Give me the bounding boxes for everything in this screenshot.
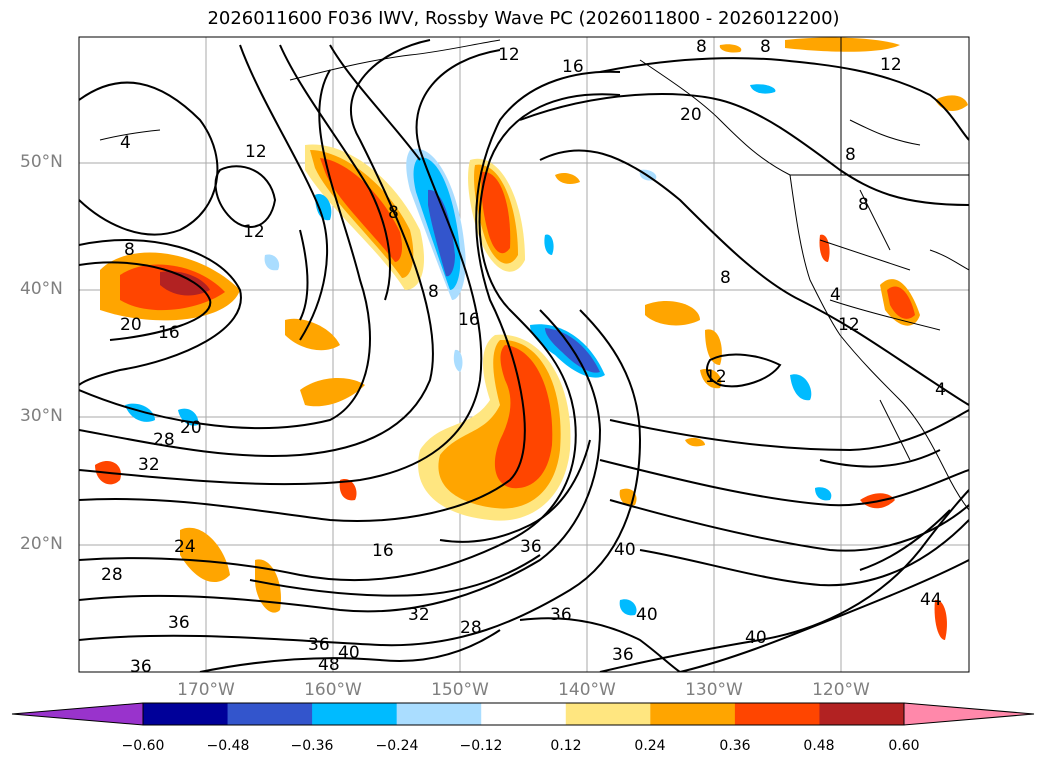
contour-label: 36 (520, 537, 542, 557)
contour-label: 4 (935, 380, 946, 400)
contour-label: 8 (760, 37, 771, 57)
contour-label: 36 (550, 605, 572, 625)
colorbar-tick-label: 0.60 (888, 738, 920, 754)
contour-label: 16 (372, 541, 394, 561)
lon-label: 120°W (812, 680, 870, 700)
contour-label: 12 (880, 55, 902, 75)
colorbar-tick-label: −0.36 (290, 738, 334, 754)
contour-label: 4 (120, 133, 131, 153)
contour-label: 8 (845, 145, 856, 165)
contour-label: 20 (680, 105, 702, 125)
colorbar-segment (143, 703, 229, 725)
contour-label: 40 (636, 605, 658, 625)
contour-label: 20 (180, 418, 202, 438)
contour-label: 40 (614, 540, 636, 560)
contour-label: 32 (408, 605, 430, 625)
colorbar-segment (650, 703, 736, 725)
contour-label: 4 (830, 285, 841, 305)
contour-label: 12 (838, 315, 860, 335)
contour-label: 12 (498, 45, 520, 65)
contour-label: 12 (243, 222, 265, 242)
colorbar-tick-label: 0.48 (803, 738, 835, 754)
colorbar-tick-label: 0.24 (634, 738, 666, 754)
contour-label: 8 (858, 195, 869, 215)
contour-label: 36 (308, 635, 330, 655)
contour-label: 44 (920, 590, 942, 610)
contour-label: 16 (458, 310, 480, 330)
map-title: 2026011600 F036 IWV, Rossby Wave PC (202… (207, 8, 840, 29)
contour-label: 24 (174, 537, 196, 557)
colorbar (11, 702, 1035, 726)
lat-label: 20°N (20, 534, 63, 554)
contour-label: 8 (696, 37, 707, 57)
lon-label: 130°W (685, 680, 743, 700)
contour-label: 36 (612, 645, 634, 665)
colorbar-segments (143, 703, 905, 725)
contour-label: 36 (168, 613, 190, 633)
colorbar-tick-label: −0.24 (375, 738, 419, 754)
colorbar-segment (481, 703, 567, 725)
colorbar-segment (819, 703, 905, 725)
colorbar-segment (227, 703, 313, 725)
contour-label: 16 (158, 323, 180, 343)
colorbar-tick-label: −0.48 (206, 738, 250, 754)
contour-label: 20 (120, 315, 142, 335)
colorbar-segment (734, 703, 820, 725)
lon-label: 170°W (177, 680, 235, 700)
contour-label: 40 (338, 643, 360, 663)
lat-label: 30°N (20, 406, 63, 426)
contour-label: 16 (562, 57, 584, 77)
colorbar-tick-label: 0.36 (719, 738, 751, 754)
lat-label: 50°N (20, 152, 63, 172)
contour-label: 8 (720, 268, 731, 288)
coastlines (99, 37, 969, 511)
lon-label: 150°W (431, 680, 489, 700)
colorbar-segment (312, 703, 398, 725)
contour-label: 8 (388, 203, 399, 223)
colorbar-tick-label: −0.60 (121, 738, 165, 754)
plot-border (78, 36, 970, 673)
colorbar-tick-label: 0.12 (550, 738, 582, 754)
contour-label: 28 (101, 565, 123, 585)
lon-label: 160°W (304, 680, 362, 700)
colorbar-extend-high (903, 702, 1035, 726)
colorbar-segment (396, 703, 482, 725)
colorbar-segment (565, 703, 651, 725)
lon-label: 140°W (558, 680, 616, 700)
contour-label: 36 (130, 657, 152, 677)
lat-label: 40°N (20, 279, 63, 299)
contour-label: 12 (245, 142, 267, 162)
contour-label: 28 (460, 618, 482, 638)
colorbar-tick-label: −0.12 (459, 738, 503, 754)
contour-label: 8 (124, 240, 135, 260)
contour-label: 28 (153, 430, 175, 450)
contour-label: 40 (745, 628, 767, 648)
contour-label: 12 (705, 367, 727, 387)
contour-label: 32 (138, 455, 160, 475)
contour-labels: 12 16 8 8 12 4 12 12 8 16 8 8 20 16 20 2… (101, 37, 946, 677)
colorbar-extend-low (11, 702, 144, 726)
contour-label: 48 (318, 655, 340, 675)
contour-label: 8 (428, 282, 439, 302)
iwv-contours (79, 39, 969, 672)
